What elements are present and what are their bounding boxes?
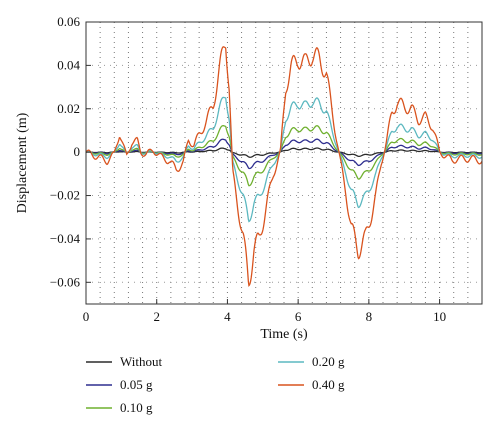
axis-ticks: 0 2 4 6 8 10 0.06 0.04 0.02 0 −0.02 −0.04 −0.06 bbox=[50, 14, 446, 324]
y-tick-label: −0.04 bbox=[50, 231, 81, 246]
grid bbox=[86, 21, 482, 304]
x-tick-label: 4 bbox=[224, 309, 231, 324]
legend-label: 0.05 g bbox=[120, 377, 153, 392]
y-tick-label: 0.02 bbox=[57, 101, 80, 116]
legend-item: 0.20 g bbox=[278, 354, 345, 369]
y-axis-label: Displacement (m) bbox=[15, 112, 30, 213]
y-tick-label: −0.02 bbox=[50, 188, 80, 203]
y-tick-label: −0.06 bbox=[50, 274, 81, 289]
y-tick-label: 0 bbox=[74, 144, 81, 159]
legend-label: 0.10 g bbox=[120, 400, 153, 415]
legend-item: Without bbox=[86, 354, 162, 369]
legend-item: 0.05 g bbox=[86, 377, 153, 392]
x-tick-label: 10 bbox=[433, 309, 446, 324]
x-tick-label: 6 bbox=[295, 309, 302, 324]
series-lines bbox=[86, 46, 482, 288]
plot-frame bbox=[85, 21, 483, 305]
legend-label: 0.20 g bbox=[312, 354, 345, 369]
legend: Without 0.05 g 0.10 g 0.20 g 0.40 g bbox=[86, 354, 345, 415]
legend-label: 0.40 g bbox=[312, 377, 345, 392]
legend-label: Without bbox=[120, 354, 162, 369]
y-tick-label: 0.04 bbox=[57, 57, 80, 72]
legend-item: 0.10 g bbox=[86, 400, 153, 415]
x-tick-label: 2 bbox=[153, 309, 160, 324]
x-tick-label: 0 bbox=[83, 309, 90, 324]
legend-item: 0.40 g bbox=[278, 377, 345, 392]
y-tick-label: 0.06 bbox=[57, 14, 80, 29]
series-line-0-40-g bbox=[86, 46, 482, 288]
x-axis-label: Time (s) bbox=[260, 327, 308, 342]
x-tick-label: 8 bbox=[366, 309, 373, 324]
